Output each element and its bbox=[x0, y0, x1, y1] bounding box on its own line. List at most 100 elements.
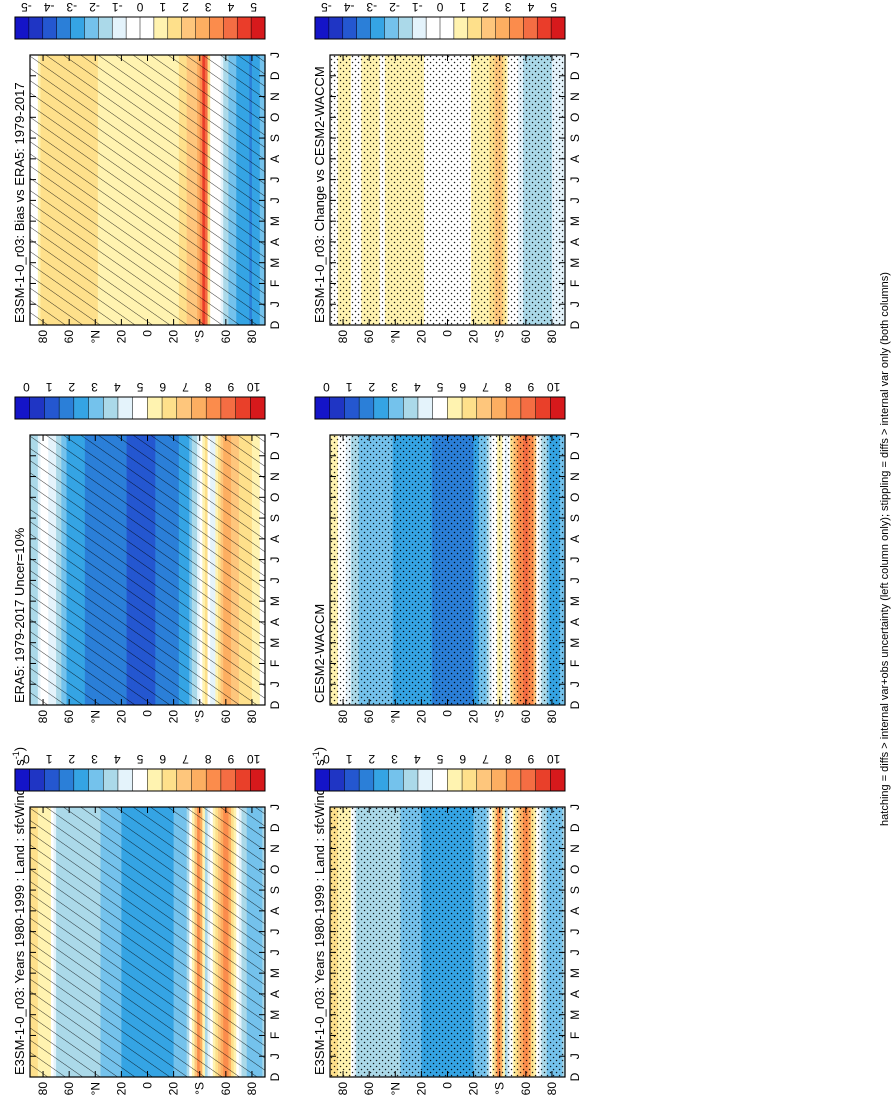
colorbar-tick-label: 1 bbox=[345, 380, 352, 394]
colorbar-tick-label: 0 bbox=[323, 752, 330, 766]
colorbar-swatch bbox=[505, 768, 522, 792]
x-tick-label: A bbox=[268, 155, 282, 163]
colorbar-tick-label: 1 bbox=[45, 752, 52, 766]
colorbar-swatch bbox=[161, 396, 178, 420]
panel-title: E3SM-1-0_r03: Bias vs ERA5: 1979-2017 bbox=[12, 82, 27, 323]
colorbar-tick-label: 4 bbox=[227, 0, 234, 14]
y-tick-label: 60 bbox=[219, 1082, 233, 1096]
colorbar-swatch bbox=[387, 396, 404, 420]
colorbar-swatch bbox=[161, 768, 178, 792]
colorbar-tick-label: 10 bbox=[247, 752, 261, 766]
x-tick-label: D bbox=[268, 700, 282, 709]
y-tick-label: 20 bbox=[467, 710, 481, 724]
x-tick-label: J bbox=[268, 197, 282, 203]
colorbar-body: 5 4 3 2 1 0 -1 -2 -3 -4 -5 bbox=[314, 0, 566, 40]
colorbar-swatch bbox=[117, 396, 133, 420]
x-tick-label: M bbox=[568, 638, 582, 648]
y-tick-label: 20 bbox=[414, 710, 428, 724]
x-tick-label: A bbox=[268, 618, 282, 626]
colorbar-tick-label: 4 bbox=[414, 380, 421, 394]
x-tick-label: M bbox=[268, 968, 282, 978]
x-tick-label: F bbox=[268, 1032, 282, 1039]
x-tick-label: J bbox=[268, 177, 282, 183]
y-tick-label: 60 bbox=[219, 710, 233, 724]
colorbar-swatch bbox=[205, 396, 222, 420]
colorbar-frame bbox=[14, 16, 266, 40]
colorbar-frame bbox=[14, 768, 266, 792]
y-tick-label: 20 bbox=[414, 1082, 428, 1096]
panel-title: CESM2-WACCM bbox=[312, 604, 327, 703]
y-tick-label: °N bbox=[388, 710, 402, 723]
colorbar-tick-label: 8 bbox=[205, 380, 212, 394]
x-tick-label: S bbox=[568, 886, 582, 894]
x-tick-label: J bbox=[568, 52, 582, 58]
y-tick-label: °N bbox=[388, 330, 402, 343]
x-tick-label: J bbox=[268, 1053, 282, 1059]
x-tick-label: D bbox=[568, 451, 582, 460]
x-tick-label: O bbox=[568, 865, 582, 874]
x-tick-label: D bbox=[568, 320, 582, 329]
colorbar-tick-label: -3 bbox=[366, 0, 377, 14]
y-tick-label: 20 bbox=[167, 1082, 181, 1096]
colorbar-swatch bbox=[102, 396, 119, 420]
colorbar-swatch bbox=[314, 396, 330, 420]
colorbar-tick-label: 3 bbox=[505, 0, 512, 14]
colorbar-tick-label: 6 bbox=[459, 752, 466, 766]
x-tick-label: S bbox=[268, 514, 282, 522]
colorbar-swatch bbox=[222, 16, 238, 40]
panel-title: ERA5: 1979-2017 Uncer=10% bbox=[12, 527, 27, 703]
colorbar-swatch bbox=[329, 396, 345, 420]
y-tick-label: 20 bbox=[467, 330, 481, 344]
x-tick-label: J bbox=[268, 577, 282, 583]
y-tick-label: °S bbox=[493, 1082, 507, 1095]
colorbar-swatch bbox=[87, 768, 104, 792]
colorbar-swatch bbox=[425, 16, 441, 40]
colorbar-swatch bbox=[446, 396, 463, 420]
y-tick-label: 20 bbox=[114, 710, 128, 724]
x-tick-label: J bbox=[268, 432, 282, 438]
y-tick-label: 80 bbox=[336, 1082, 350, 1096]
x-tick-label: J bbox=[568, 804, 582, 810]
x-tick-label: O bbox=[568, 493, 582, 502]
colorbar-tick-label: 6 bbox=[159, 380, 166, 394]
x-tick-label: M bbox=[268, 216, 282, 226]
y-tick-label: 60 bbox=[519, 710, 533, 724]
colorbar-swatch bbox=[467, 16, 482, 40]
colorbar-swatch bbox=[208, 16, 224, 40]
colorbar-tick-label: 2 bbox=[482, 0, 489, 14]
y-tick-label: 60 bbox=[519, 1082, 533, 1096]
colorbar-tick-label: 2 bbox=[182, 0, 189, 14]
y-tick-label: °N bbox=[88, 1082, 102, 1095]
x-tick-label: A bbox=[268, 238, 282, 246]
y-tick-label: °S bbox=[493, 710, 507, 723]
colorbar-tick-label: 0 bbox=[23, 380, 30, 394]
colorbar-tick-label: 0 bbox=[23, 752, 30, 766]
y-tick-label: 60 bbox=[362, 330, 376, 344]
colorbar-swatch bbox=[461, 768, 478, 792]
colorbar-swatch bbox=[481, 16, 496, 40]
colorbar-swatch bbox=[432, 768, 448, 792]
x-tick-label: O bbox=[268, 865, 282, 874]
y-tick-label: °S bbox=[193, 1082, 207, 1095]
colorbar-swatch bbox=[476, 396, 492, 420]
y-tick-label: 80 bbox=[545, 1082, 559, 1096]
colorbar-swatch bbox=[14, 16, 30, 40]
y-tick-label: 80 bbox=[36, 330, 50, 344]
colorbar-swatch bbox=[194, 16, 210, 40]
colorbar-swatch bbox=[42, 16, 57, 40]
colorbar-swatch bbox=[550, 16, 566, 40]
colorbar-swatch bbox=[146, 768, 163, 792]
panel-title: E3SM-1-0_r03: Years 1980-1999 : Land : s… bbox=[311, 747, 327, 1075]
x-tick-label: A bbox=[568, 907, 582, 915]
colorbar-tick-label: 4 bbox=[414, 752, 421, 766]
colorbar-swatch bbox=[329, 768, 345, 792]
colorbar-swatch bbox=[505, 396, 522, 420]
colorbar-swatch bbox=[14, 768, 30, 792]
colorbar-tick-label: 5 bbox=[250, 0, 257, 14]
x-tick-label: D bbox=[268, 1072, 282, 1081]
colorbar-tick-label: 7 bbox=[482, 752, 489, 766]
